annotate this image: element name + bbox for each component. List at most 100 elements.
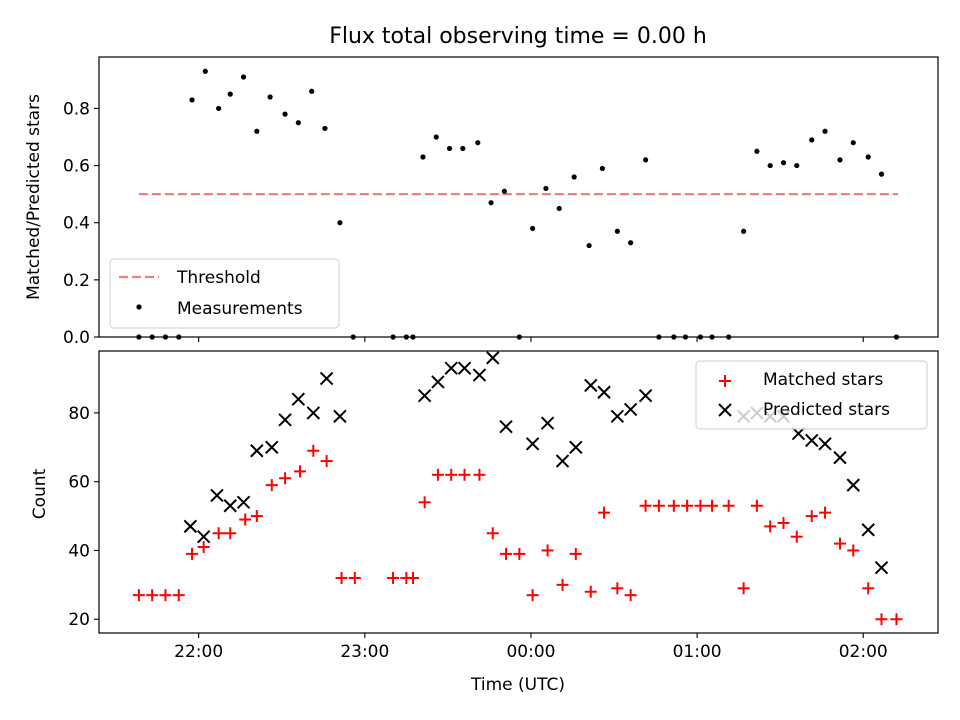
measurement-point bbox=[628, 240, 634, 246]
predicted-star-point bbox=[584, 378, 598, 393]
predicted-star-point bbox=[250, 444, 264, 458]
predicted-star-point bbox=[818, 437, 832, 451]
matched-star-point bbox=[445, 468, 458, 481]
ratio-y-tick-label: 0.4 bbox=[63, 214, 90, 234]
predicted-legend-label: Predicted stars bbox=[763, 400, 890, 420]
predicted-star-point bbox=[555, 454, 570, 468]
predicted-star-point bbox=[638, 389, 653, 403]
ratio-y-tick-label: 0.0 bbox=[63, 328, 90, 348]
count-x-tick-label: 02:00 bbox=[839, 642, 888, 662]
measurement-point bbox=[878, 171, 885, 177]
count-marks bbox=[132, 351, 903, 626]
matched-star-point bbox=[526, 589, 539, 602]
predicted-star-point bbox=[486, 351, 500, 365]
matched-star-point bbox=[224, 527, 237, 540]
matched-star-point bbox=[790, 530, 803, 543]
count-y-tick-label: 60 bbox=[68, 473, 90, 493]
predicted-star-point bbox=[319, 371, 334, 386]
measurement-point bbox=[337, 220, 343, 226]
x-axis-label: Time (UTC) bbox=[470, 675, 565, 695]
count-y-tick-label: 80 bbox=[68, 404, 90, 424]
measurement-point bbox=[488, 200, 494, 206]
count-panel: Count Time (UTC) 20 40 60 80 22:00 23:00 00:00… bbox=[30, 350, 939, 695]
predicted-star-point bbox=[861, 523, 875, 537]
predicted-star-point bbox=[499, 419, 513, 434]
ratio-legend: Threshold Measurements bbox=[109, 258, 340, 329]
count-x-tick-label: 01:00 bbox=[673, 642, 722, 662]
measurement-point bbox=[741, 228, 747, 234]
matched-star-point bbox=[473, 468, 486, 481]
matched-star-point bbox=[681, 499, 694, 512]
matched-star-point bbox=[584, 585, 597, 598]
matched-star-point bbox=[407, 571, 420, 584]
predicted-star-point bbox=[623, 402, 638, 417]
measurement-point bbox=[202, 68, 208, 74]
predicted-star-point bbox=[291, 392, 306, 406]
measurement-point bbox=[282, 111, 288, 117]
measurement-point bbox=[501, 188, 507, 194]
matched-star-point bbox=[132, 589, 145, 602]
matched-star-point bbox=[694, 499, 707, 512]
matched-star-point bbox=[186, 547, 199, 560]
matched-star-point bbox=[320, 455, 333, 468]
matched-star-point bbox=[624, 589, 637, 602]
matched-star-point bbox=[819, 506, 832, 519]
matched-star-point bbox=[875, 613, 888, 626]
predicted-star-point bbox=[223, 499, 237, 513]
ratio-y-tick-label: 0.2 bbox=[63, 271, 90, 291]
predicted-star-point bbox=[265, 440, 279, 454]
ratio-y-axis-label: Matched/Predicted stars bbox=[24, 94, 44, 300]
predicted-star-point bbox=[183, 519, 198, 534]
matched-star-point bbox=[348, 571, 361, 584]
predicted-star-point bbox=[306, 406, 321, 420]
measurement-point bbox=[322, 125, 328, 132]
predicted-star-point bbox=[431, 375, 445, 389]
predicted-star-point bbox=[457, 361, 472, 375]
matched-legend-swatch bbox=[719, 375, 731, 387]
ratio-panel: Flux total observing time = 0.00 h Match… bbox=[24, 24, 939, 348]
count-y-tick-label: 40 bbox=[68, 541, 90, 561]
measurement-point bbox=[189, 97, 195, 103]
matched-star-point bbox=[172, 589, 185, 602]
predicted-star-point bbox=[610, 409, 625, 424]
count-x-tick-label: 00:00 bbox=[506, 642, 555, 662]
measurement-point bbox=[446, 145, 453, 152]
count-y-axis-label: Count bbox=[30, 468, 50, 519]
matched-star-point bbox=[294, 465, 307, 478]
matched-star-point bbox=[750, 499, 763, 512]
matched-star-point bbox=[159, 589, 172, 602]
matched-star-point bbox=[569, 547, 582, 560]
measurement-point bbox=[837, 157, 843, 163]
matched-star-point bbox=[833, 537, 846, 550]
matched-star-point bbox=[307, 444, 320, 457]
measurements-legend-swatch bbox=[136, 304, 142, 310]
measurement-point bbox=[850, 140, 856, 146]
matched-star-point bbox=[458, 468, 471, 481]
matched-star-point bbox=[706, 499, 719, 512]
matched-star-point bbox=[250, 510, 263, 523]
measurement-point bbox=[780, 160, 787, 166]
measurement-point bbox=[822, 128, 828, 134]
count-plot-frame bbox=[98, 350, 939, 634]
predicted-star-point bbox=[833, 450, 847, 465]
measurement-point bbox=[433, 134, 439, 140]
measurement-point bbox=[767, 162, 773, 169]
measurement-point bbox=[240, 74, 247, 80]
predicted-star-point bbox=[791, 426, 806, 441]
count-y-tick-label: 20 bbox=[68, 610, 90, 630]
measurement-point bbox=[599, 165, 606, 172]
measurements-legend-label: Measurements bbox=[177, 299, 303, 319]
predicted-star-point bbox=[444, 361, 458, 375]
predicted-star-point bbox=[210, 488, 224, 503]
matched-star-point bbox=[764, 520, 777, 533]
count-x-tick-label: 23:00 bbox=[340, 642, 389, 662]
measurement-point bbox=[571, 174, 577, 180]
predicted-star-point bbox=[196, 530, 211, 544]
matched-legend-label: Matched stars bbox=[763, 370, 883, 390]
matched-star-point bbox=[239, 513, 252, 526]
matched-star-point bbox=[513, 547, 526, 560]
matched-star-point bbox=[418, 496, 431, 509]
count-legend: Matched stars Predicted stars bbox=[695, 360, 928, 430]
